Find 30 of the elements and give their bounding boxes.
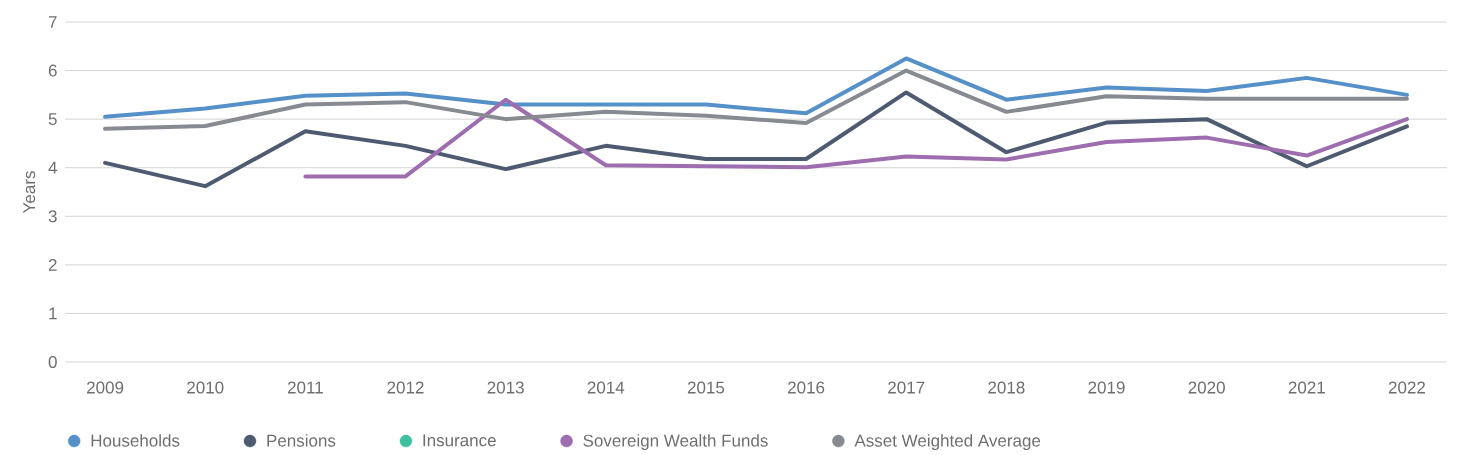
- legend-label: Sovereign Wealth Funds: [583, 434, 768, 451]
- x-tick-label: 2011: [287, 381, 323, 394]
- x-tick-label: 2013: [487, 381, 524, 394]
- y-tick-label: 3: [48, 210, 57, 223]
- x-tick-label: 2015: [687, 381, 725, 394]
- legend-label: Asset Weighted Average: [854, 434, 1041, 451]
- legend-label: Households: [91, 434, 180, 447]
- y-tick-label: 2: [48, 258, 57, 271]
- x-tick-label: 2018: [988, 381, 1025, 394]
- y-tick-label: 1: [49, 307, 57, 320]
- x-tick-label: 2016: [788, 381, 825, 394]
- x-tick-label: 2021: [1288, 381, 1325, 394]
- y-axis-title: Years: [23, 171, 36, 214]
- line-series: [103, 90, 1409, 189]
- x-tick-label: 2010: [187, 381, 224, 394]
- x-tick-label: 2009: [87, 381, 124, 394]
- y-tick-label: 4: [48, 161, 57, 174]
- x-tick-label: 2014: [587, 381, 625, 394]
- y-tick-label: 7: [48, 16, 57, 28]
- x-tick-label: 2020: [1188, 381, 1225, 394]
- y-tick-label: 0: [48, 355, 57, 369]
- y-tick-label: 6: [48, 64, 57, 77]
- x-tick-label: 2019: [1088, 381, 1125, 394]
- y-tick-label: 5: [48, 113, 57, 126]
- legend-label: Pensions: [267, 434, 336, 447]
- legend-label: Insurance: [423, 434, 496, 447]
- line-series: [303, 97, 1409, 179]
- x-tick-label: 2017: [888, 381, 925, 394]
- x-tick-label: 2012: [387, 381, 424, 394]
- x-tick-label: 2022: [1388, 381, 1425, 394]
